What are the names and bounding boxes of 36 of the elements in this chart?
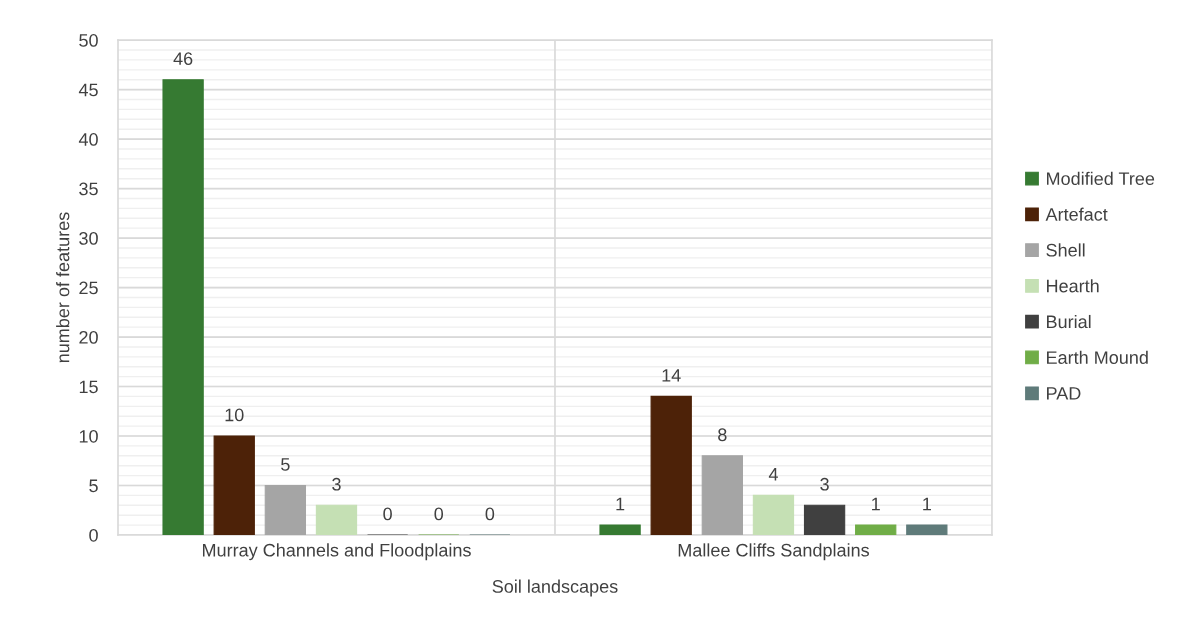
legend-label: Burial [1047,314,1091,329]
legend-label: Shell [1046,243,1085,257]
legend-label: Modified Tree [1047,171,1155,186]
data-label: 0 [383,507,392,521]
x-axis-title: Soil landscapes [492,579,618,597]
data-label: 5 [281,458,290,471]
y-tick-label: 10 [79,429,98,443]
y-tick-label: 5 [89,479,98,493]
y-axis-title: number of features [56,212,70,363]
data-label: 14 [662,369,681,382]
data-label: 0 [485,507,495,521]
y-tick-label: 45 [78,83,98,97]
y-tick-label: 35 [79,182,98,196]
data-label: 0 [434,507,444,521]
legend-label: Earth Mound [1047,350,1148,364]
y-tick-label: 20 [79,330,98,344]
y-tick-label: 50 [79,34,98,47]
y-tick-label: 25 [79,281,98,295]
data-label: 8 [718,428,727,442]
x-tick-label: Murray Channels and Floodplains [202,543,471,561]
data-label: 1 [872,497,880,511]
x-tick-label: Mallee Cliffs Sandplains [678,543,869,561]
data-label: 10 [225,408,244,422]
legend-label: Hearth [1047,279,1099,293]
y-tick-label: 0 [89,528,98,542]
data-label: 46 [173,52,193,66]
data-label: 3 [820,477,829,491]
data-label: 1 [616,497,625,511]
y-tick-label: 40 [78,133,98,146]
y-tick-label: 30 [79,232,98,245]
legend-label: Artefact [1045,207,1108,221]
data-label: 3 [332,477,341,491]
data-label: 4 [768,468,778,481]
legend-label: PAD [1047,387,1081,400]
data-label: 1 [923,497,931,511]
y-tick-label: 15 [79,380,98,394]
